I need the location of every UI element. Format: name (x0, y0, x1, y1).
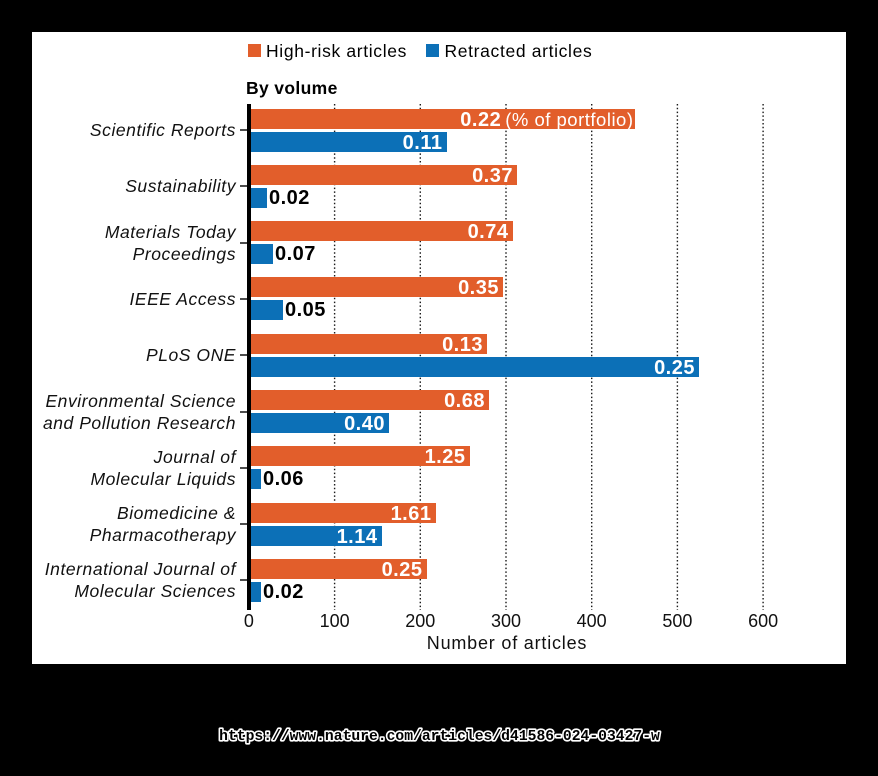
svg-text:https://www.nature.com/article: https://www.nature.com/articles/d41586-0… (219, 729, 660, 745)
